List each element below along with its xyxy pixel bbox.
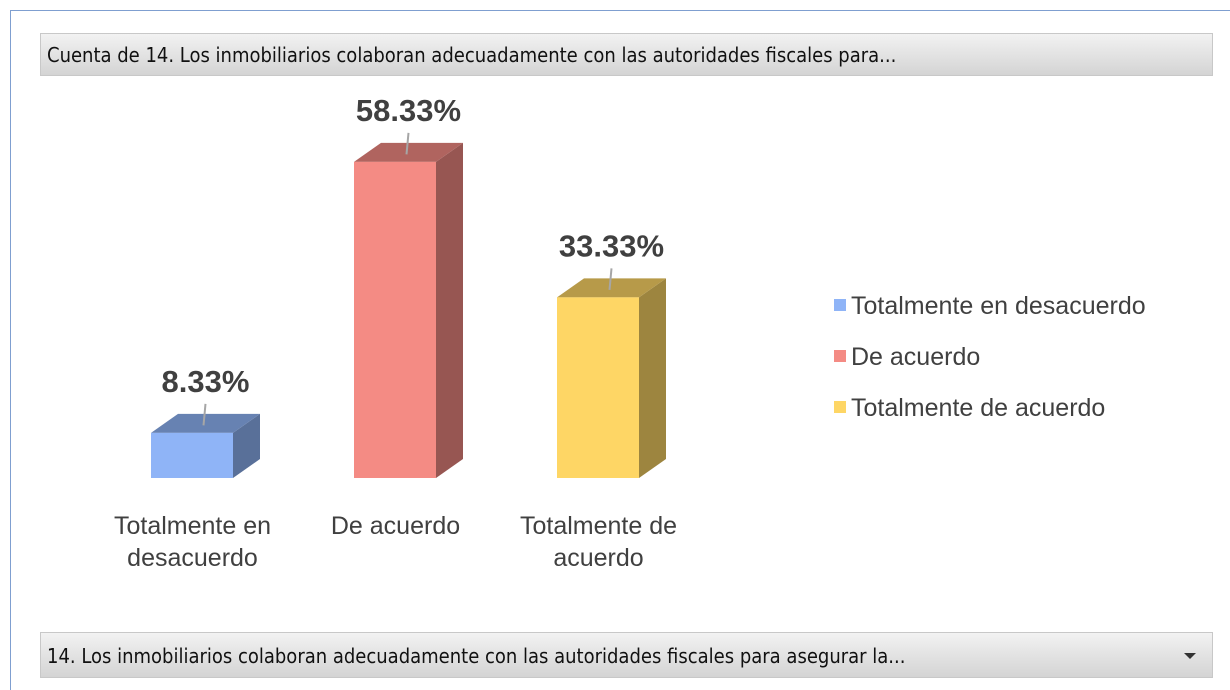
bar [354, 161, 436, 479]
legend-swatch [834, 299, 846, 311]
field-button[interactable]: 14. Los inmobiliarios colaboran adecuada… [40, 632, 1213, 678]
legend-label: Totalmente en desacuerdo [851, 292, 1146, 320]
legend-label: Totalmente de acuerdo [851, 394, 1105, 422]
data-label: 33.33% [559, 228, 664, 263]
field-label: 14. Los inmobiliarios colaboran adecuada… [47, 644, 906, 668]
bar-top [354, 142, 463, 162]
dropdown-arrow[interactable] [1184, 653, 1196, 659]
bar-side [639, 278, 666, 478]
x-tick-label: Totalmente en desacuerdo [113, 512, 272, 572]
bar-side [436, 142, 463, 479]
data-label: 8.33% [162, 364, 250, 399]
bar-side [233, 413, 260, 478]
leader-line [405, 132, 410, 155]
legend-swatch [834, 401, 846, 413]
x-tick-label: De acuerdo [330, 512, 461, 540]
leader-line [202, 403, 207, 426]
bar [557, 297, 639, 478]
bar-top [151, 413, 260, 433]
bar-top [557, 278, 666, 298]
chart-title: Cuenta de 14. Los inmobiliarios colabora… [40, 33, 1213, 76]
legend-label: De acuerdo [851, 343, 980, 371]
data-label: 58.33% [356, 93, 461, 128]
x-tick-label: Totalmente de acuerdo [519, 512, 678, 572]
chart-frame [10, 10, 1230, 690]
bar [151, 432, 233, 478]
leader-line [608, 268, 613, 290]
legend-swatch [834, 350, 846, 362]
